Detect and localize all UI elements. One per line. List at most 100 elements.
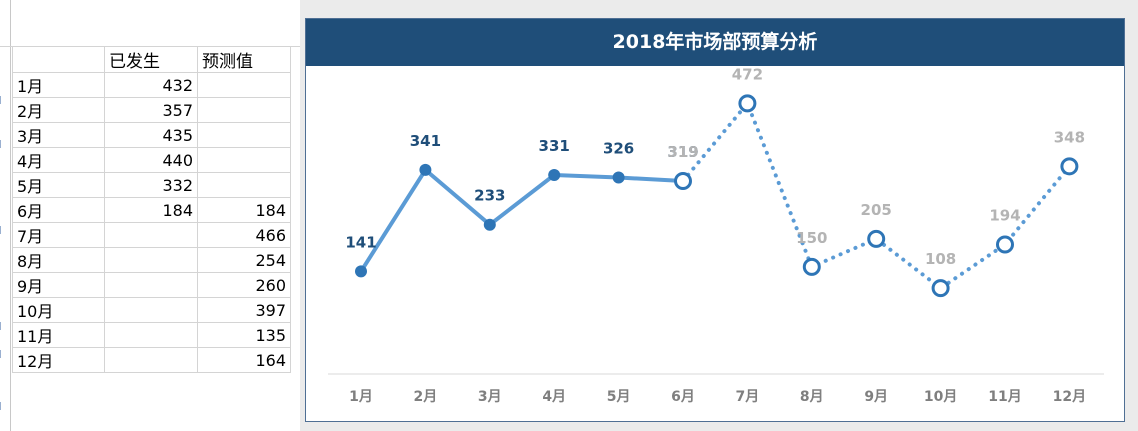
table-header-row: 已发生 预测值 — [12, 46, 291, 73]
cell-forecast[interactable]: 164 — [197, 347, 291, 373]
x-tick-label: 4月 — [542, 389, 566, 405]
x-tick-label: 12月 — [1053, 389, 1086, 405]
table-row: 12月 164 — [12, 347, 291, 373]
cell-month[interactable]: 9月 — [12, 272, 105, 298]
cell-actual[interactable] — [104, 297, 198, 323]
data-label: 108 — [925, 250, 956, 268]
cell-forecast[interactable] — [197, 147, 291, 173]
row-header-mark — [0, 96, 7, 104]
cell-actual[interactable] — [104, 247, 198, 273]
cell-forecast[interactable]: 184 — [197, 197, 291, 223]
table-row: 7月 466 — [12, 222, 291, 248]
data-label: 319 — [667, 143, 698, 161]
cell-forecast[interactable]: 254 — [197, 247, 291, 273]
table-row: 9月 260 — [12, 272, 291, 298]
row-header-mark — [0, 402, 7, 410]
data-point — [612, 171, 625, 184]
data-label: 205 — [861, 201, 892, 219]
data-point — [548, 168, 561, 181]
x-tick-label: 11月 — [988, 389, 1021, 405]
cell-month[interactable]: 3月 — [12, 122, 105, 148]
table-row: 10月 397 — [12, 297, 291, 323]
data-label: 472 — [732, 65, 763, 83]
data-point — [355, 265, 367, 278]
cell-actual[interactable]: 440 — [104, 147, 198, 173]
cell-actual[interactable]: 357 — [104, 97, 198, 123]
spreadsheet: 已发生 预测值 1月 432 2月 357 3月 435 4月 440 5月 332 6月 184 184 7… — [0, 0, 300, 431]
row-header-border — [10, 0, 11, 431]
cell-month[interactable]: 7月 — [12, 222, 105, 248]
table-row: 11月 135 — [12, 322, 291, 348]
table-row: 1月 432 — [12, 72, 291, 98]
chart-area[interactable]: 2018年市场部预算分析 1月 2月 3月 4月 5月 6月 7月 8月 9月 10月 11月 12月… — [305, 18, 1125, 422]
x-tick-label: 7月 — [736, 389, 760, 405]
data-label: 141 — [345, 233, 376, 251]
row-header-mark — [0, 140, 7, 148]
cell-forecast[interactable] — [197, 72, 291, 98]
data-label: 341 — [410, 132, 441, 150]
cell-month[interactable]: 1月 — [12, 72, 105, 98]
cell-month[interactable]: 6月 — [12, 197, 105, 223]
header-cell[interactable] — [12, 46, 105, 73]
data-point-forecast — [1060, 157, 1079, 176]
cell-actual[interactable] — [104, 222, 198, 248]
table-row: 8月 254 — [12, 247, 291, 273]
data-label: 233 — [474, 187, 505, 205]
x-tick-label: 1月 — [349, 389, 373, 405]
data-point — [483, 218, 496, 231]
cell-forecast[interactable]: 135 — [197, 322, 291, 348]
cell-actual[interactable]: 432 — [104, 72, 198, 98]
x-tick-label: 2月 — [414, 389, 438, 405]
row-header-mark — [0, 350, 7, 358]
cell-month[interactable]: 5月 — [12, 172, 105, 198]
cell-actual[interactable] — [104, 347, 198, 373]
cell-month[interactable]: 8月 — [12, 247, 105, 273]
x-tick-label: 8月 — [800, 389, 824, 405]
cell-actual[interactable] — [104, 322, 198, 348]
data-point-forecast — [867, 229, 886, 248]
cell-actual[interactable] — [104, 272, 198, 298]
cell-month[interactable]: 11月 — [12, 322, 105, 348]
data-label: 348 — [1054, 128, 1085, 146]
cell-forecast[interactable] — [197, 97, 291, 123]
cell-month[interactable]: 10月 — [12, 297, 105, 323]
cell-forecast[interactable]: 260 — [197, 272, 291, 298]
cell-forecast[interactable]: 397 — [197, 297, 291, 323]
cell-month[interactable]: 4月 — [12, 147, 105, 173]
series-line-1 — [359, 167, 684, 273]
table-row: 2月 357 — [12, 97, 291, 123]
cell-actual[interactable]: 332 — [104, 172, 198, 198]
line-chart: 1月 2月 3月 4月 5月 6月 7月 8月 9月 10月 11月 12月 141 341 233 331 3… — [328, 65, 1104, 405]
x-tick-label: 10月 — [924, 389, 957, 405]
table-row: 6月 184 184 — [12, 197, 291, 223]
data-label: 331 — [539, 137, 570, 155]
header-cell[interactable]: 已发生 — [104, 46, 198, 73]
cell-forecast[interactable]: 466 — [197, 222, 291, 248]
cell-forecast[interactable] — [197, 172, 291, 198]
x-tick-label: 5月 — [607, 389, 631, 405]
cell-actual[interactable]: 184 — [104, 197, 198, 223]
cell-actual[interactable]: 435 — [104, 122, 198, 148]
header-cell[interactable]: 预测值 — [197, 46, 291, 73]
cell-month[interactable]: 2月 — [12, 97, 105, 123]
data-point-forecast — [802, 257, 821, 276]
data-point — [419, 163, 432, 176]
chart-title[interactable]: 2018年市场部预算分析 — [306, 19, 1124, 66]
row-header-mark — [0, 226, 7, 234]
table-row: 4月 440 — [12, 147, 291, 173]
row-header-mark — [0, 322, 7, 330]
x-tick-label: 6月 — [671, 389, 695, 405]
data-point-forecast — [674, 172, 692, 191]
cell-forecast[interactable] — [197, 122, 291, 148]
data-point-forecast — [996, 235, 1014, 254]
data-label: 319 — [667, 143, 698, 161]
cell-month[interactable]: 12月 — [12, 347, 105, 373]
data-point-forecast — [931, 279, 950, 298]
series-line-2 — [681, 101, 1072, 291]
x-tick-label: 3月 — [478, 389, 502, 405]
data-label: 194 — [989, 207, 1020, 225]
data-label: 150 — [796, 229, 827, 247]
data-label: 326 — [603, 139, 634, 157]
data-point-forecast — [738, 94, 757, 113]
x-tick-label: 9月 — [864, 389, 888, 405]
